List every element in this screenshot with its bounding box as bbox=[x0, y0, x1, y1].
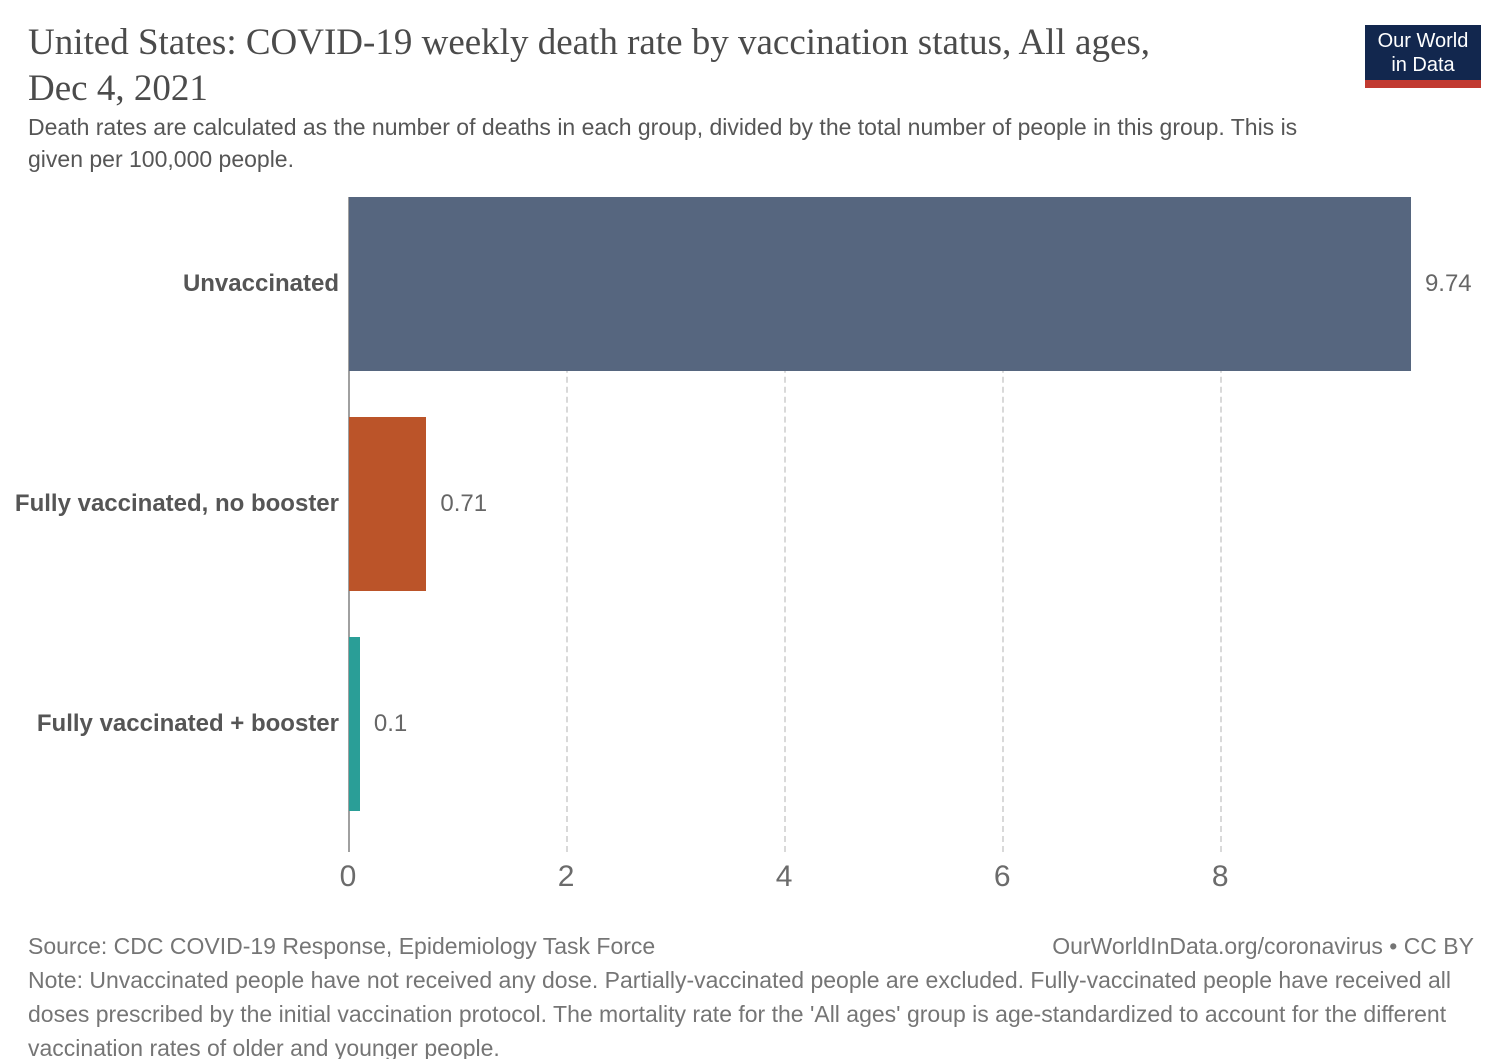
gridline-x-2 bbox=[566, 197, 569, 852]
x-axis-tick-6: 6 bbox=[993, 860, 1011, 893]
source-text: Source: CDC COVID-19 Response, Epidemiol… bbox=[28, 933, 656, 959]
owid-url-link[interactable]: OurWorldInData.org/coronavirus • CC BY bbox=[1052, 933, 1474, 959]
category-label: Fully vaccinated + booster bbox=[36, 710, 339, 737]
value-label: 0.1 bbox=[373, 710, 408, 737]
owid-logo[interactable]: Our World in Data bbox=[1365, 25, 1481, 88]
category-label: Fully vaccinated, no booster bbox=[14, 490, 339, 517]
chart-title: United States: COVID-19 weekly death rat… bbox=[28, 22, 1151, 109]
gridline-x-6 bbox=[1002, 197, 1005, 852]
category-label: Unvaccinated bbox=[182, 270, 339, 297]
gridline-x-8 bbox=[1220, 197, 1223, 852]
x-axis-tick-0: 0 bbox=[339, 860, 357, 893]
value-label: 0.71 bbox=[440, 490, 488, 517]
gridline-x-4 bbox=[784, 197, 787, 852]
x-axis-tick-8: 8 bbox=[1211, 860, 1229, 893]
chart-subtitle: Death rates are calculated as the number… bbox=[28, 114, 1298, 172]
owid-logo-line2: in Data bbox=[1391, 53, 1455, 76]
footer-source-row: Source: CDC COVID-19 Response, Epidemiol… bbox=[28, 929, 1474, 963]
owid-logo-line1: Our World bbox=[1377, 29, 1469, 52]
value-label: 9.74 bbox=[1424, 270, 1472, 297]
chart-footer: Source: CDC COVID-19 Response, Epidemiol… bbox=[28, 929, 1474, 1059]
x-axis-tick-2: 2 bbox=[557, 860, 575, 893]
note-text: Note: Unvaccinated people have not recei… bbox=[28, 967, 1452, 1059]
bar-unvaccinated[interactable] bbox=[349, 197, 1411, 371]
bar-fully-vaccinated-booster[interactable] bbox=[349, 637, 360, 811]
bar-fully-vaccinated-no-booster[interactable] bbox=[349, 417, 427, 591]
x-axis-tick-4: 4 bbox=[775, 860, 793, 893]
owid-logo-box: Our World in Data bbox=[1365, 25, 1481, 80]
owid-logo-red-bar bbox=[1365, 80, 1481, 88]
